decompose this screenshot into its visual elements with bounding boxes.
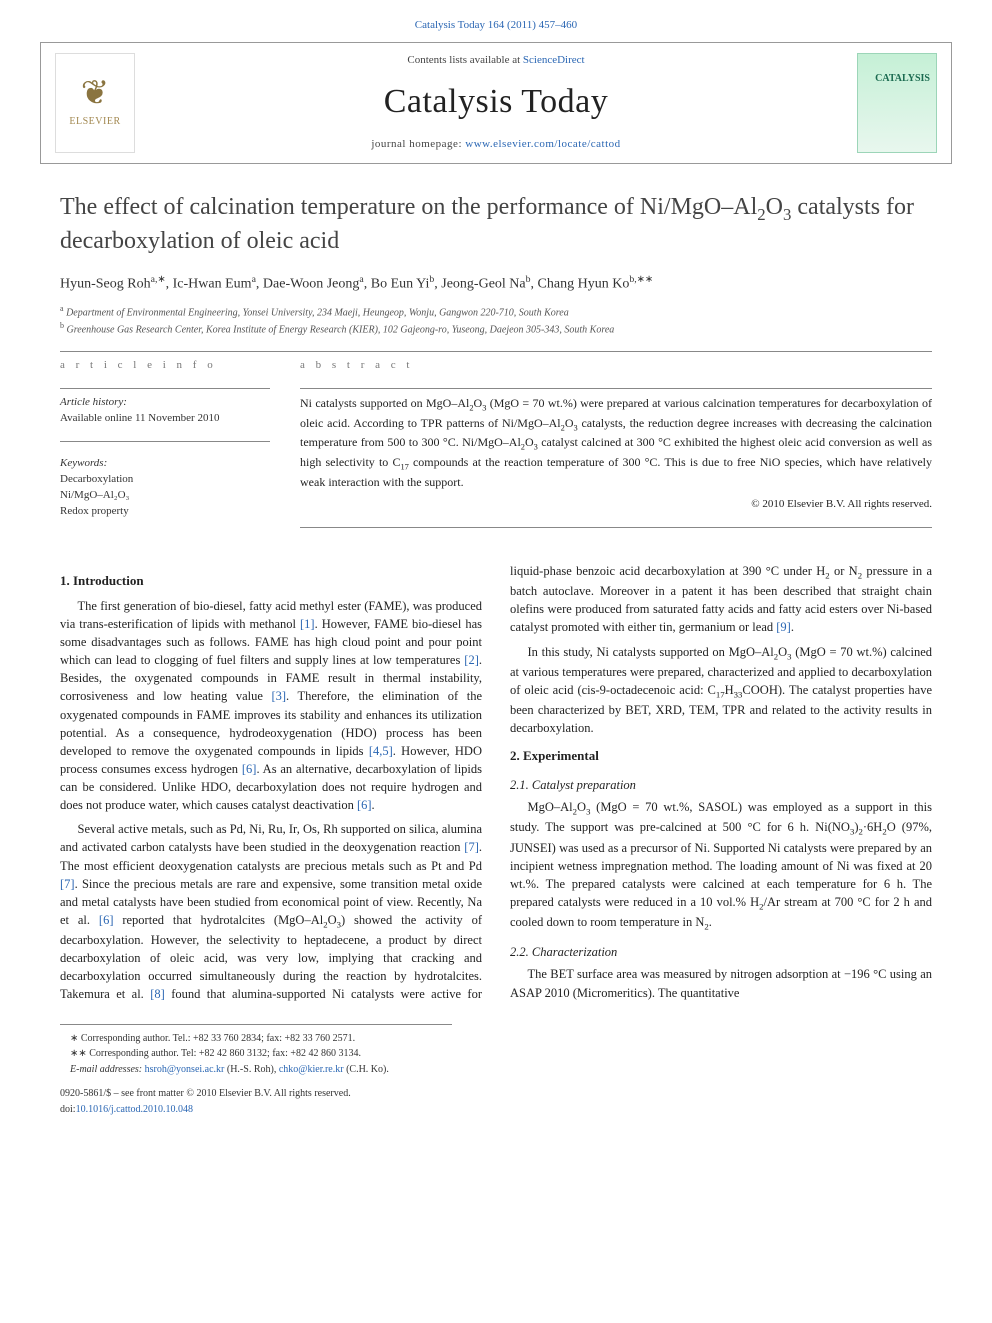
sciencedirect-link[interactable]: ScienceDirect [523, 54, 585, 66]
info-rule [60, 388, 270, 389]
elsevier-tree-icon: ❦ [81, 77, 110, 111]
footer-issn-line: 0920-5861/$ – see front matter © 2010 El… [60, 1087, 583, 1102]
abstract-label: a b s t r a c t [300, 358, 932, 374]
history-line: Available online 11 November 2010 [60, 411, 270, 427]
article-info-label: a r t i c l e i n f o [60, 358, 270, 374]
keywords-label: Keywords: [60, 456, 270, 472]
abstract-block: a b s t r a c t Ni catalysts supported o… [300, 358, 932, 534]
contents-line: Contents lists available at ScienceDirec… [149, 53, 843, 69]
journal-issue-link[interactable]: Catalysis Today 164 (2011) 457–460 [0, 0, 992, 42]
homepage-prefix: journal homepage: [371, 138, 462, 150]
cover-label: CATALYSIS [875, 72, 930, 87]
abstract-rule-bottom [300, 527, 932, 528]
publisher-label: ELSEVIER [69, 115, 120, 130]
contents-prefix: Contents lists available at [407, 54, 520, 66]
heading-experimental: 2. Experimental [510, 747, 932, 766]
elsevier-logo: ❦ ELSEVIER [55, 53, 135, 153]
affiliation-a: a Department of Environmental Engineerin… [60, 303, 932, 320]
email-prefix: E-mail addresses: [70, 1064, 142, 1075]
body-paragraph: The first generation of bio-diesel, fatt… [60, 597, 482, 815]
history-label: Article history: [60, 395, 270, 411]
keyword: Redox property [60, 504, 270, 520]
journal-header-center: Contents lists available at ScienceDirec… [149, 53, 843, 152]
affiliation-b-text: Greenhouse Gas Research Center, Korea In… [67, 324, 615, 335]
footnote-line: ∗∗ Corresponding author. Tel: +82 42 860… [60, 1047, 452, 1062]
footnote-line: ∗ Corresponding author. Tel.: +82 33 760… [60, 1032, 452, 1047]
email-who: (C.H. Ko). [346, 1064, 389, 1075]
body-paragraph: MgO–Al2O3 (MgO = 70 wt.%, SASOL) was emp… [510, 798, 932, 933]
footer-doi-line: doi:10.1016/j.cattod.2010.10.048 [60, 1103, 583, 1118]
body-paragraph: The BET surface area was measured by nit… [510, 965, 932, 1001]
email-who: (H.-S. Roh), [227, 1064, 276, 1075]
abstract-text: Ni catalysts supported on MgO–Al2O3 (MgO… [300, 395, 932, 491]
homepage-line: journal homepage: www.elsevier.com/locat… [149, 137, 843, 153]
journal-header: ❦ ELSEVIER Contents lists available at S… [40, 42, 952, 164]
email-link[interactable]: chko@kier.re.kr [279, 1064, 344, 1075]
keyword: Ni/MgO–Al₂O₃ [60, 488, 270, 504]
author-list: Hyun-Seog Roha,∗, Ic-Hwan Euma, Dae-Woon… [60, 273, 932, 295]
info-abstract-row: a r t i c l e i n f o Article history: A… [60, 358, 932, 534]
abstract-rule [300, 388, 932, 389]
rule-above-info [60, 351, 932, 352]
corresponding-footnotes: ∗ Corresponding author. Tel.: +82 33 760… [60, 1024, 452, 1078]
heading-catalyst-prep: 2.1. Catalyst preparation [510, 776, 932, 794]
affiliation-b: b Greenhouse Gas Research Center, Korea … [60, 320, 932, 337]
paper-title: The effect of calcination temperature on… [60, 192, 932, 257]
journal-cover-thumbnail: CATALYSIS [857, 53, 937, 153]
page-footer: 0920-5861/$ – see front matter © 2010 El… [60, 1087, 583, 1117]
affiliation-a-text: Department of Environmental Engineering,… [66, 307, 569, 318]
doi-link[interactable]: 10.1016/j.cattod.2010.10.048 [76, 1104, 194, 1115]
body-paragraph: In this study, Ni catalysts supported on… [510, 643, 932, 738]
heading-introduction: 1. Introduction [60, 572, 482, 591]
journal-title: Catalysis Today [149, 77, 843, 126]
footnote-email-line: E-mail addresses: hsroh@yonsei.ac.kr (H.… [60, 1063, 452, 1078]
homepage-link[interactable]: www.elsevier.com/locate/cattod [465, 138, 620, 150]
heading-characterization: 2.2. Characterization [510, 943, 932, 961]
keyword: Decarboxylation [60, 472, 270, 488]
info-rule-2 [60, 441, 270, 442]
doi-prefix: doi: [60, 1104, 76, 1115]
body-two-column: 1. Introduction The first generation of … [60, 562, 932, 1006]
page-content: The effect of calcination temperature on… [0, 192, 992, 1148]
email-link[interactable]: hsroh@yonsei.ac.kr [145, 1064, 225, 1075]
article-info-block: a r t i c l e i n f o Article history: A… [60, 358, 270, 534]
abstract-copyright: © 2010 Elsevier B.V. All rights reserved… [300, 497, 932, 513]
